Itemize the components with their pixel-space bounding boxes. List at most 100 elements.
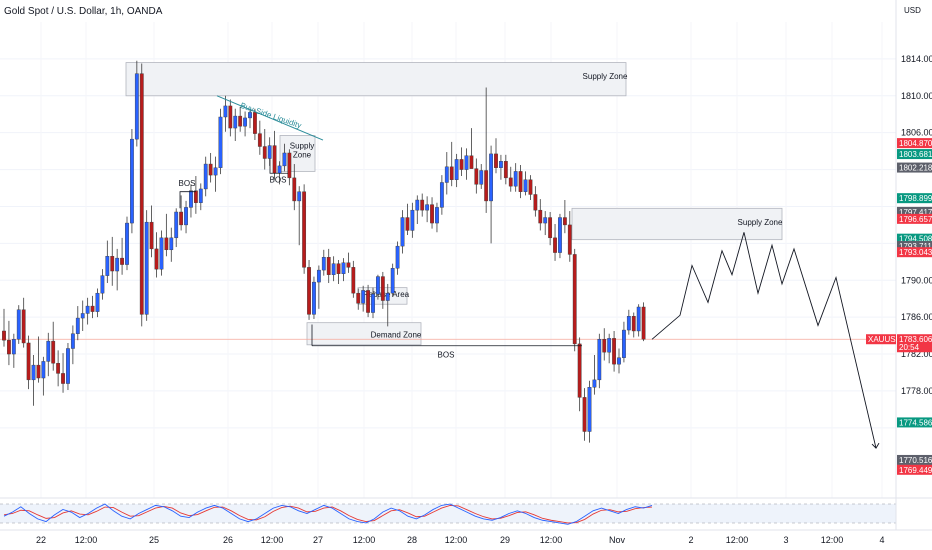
zone-box	[571, 207, 783, 241]
candle-body	[385, 292, 390, 301]
price-badge	[897, 149, 932, 160]
time-tick-label: 4	[879, 535, 884, 545]
time-axis[interactable]: 22 12:00 25 26 12:00 27 12:00 28 12:00 29 12:00 Nov…	[0, 529, 932, 545]
candle-body	[464, 155, 469, 170]
grid	[0, 22, 896, 530]
candle-body	[336, 263, 341, 274]
candle-body	[454, 159, 459, 180]
candle-body	[51, 340, 56, 364]
symbol-label: XAUUSD	[868, 335, 902, 344]
price-badge-label: 1774.586	[899, 418, 932, 427]
price-badge	[897, 241, 932, 252]
candle-body	[2, 330, 6, 341]
candle-body	[459, 159, 464, 170]
candle-body	[223, 105, 228, 118]
time-tick-label: 29	[500, 535, 510, 545]
annotation-label: BOS	[179, 179, 196, 188]
price-axis[interactable]: 1778.000 1782.000 1786.000 1790.000 1806.000…	[866, 0, 932, 530]
price-badge-label: 1803.681	[899, 150, 932, 159]
candle-body	[494, 153, 498, 168]
candle-body	[100, 275, 105, 294]
current-price-label: 1783.606	[899, 335, 932, 344]
time-tick-label: Nov	[609, 535, 626, 545]
price-badge-label: 1802.218	[899, 164, 932, 173]
candle-body	[518, 171, 523, 192]
candle-body	[208, 163, 213, 176]
price-tick-label: 1786.000	[901, 312, 932, 322]
candle-body	[523, 179, 528, 192]
candle-body	[253, 112, 257, 134]
candle-body	[238, 115, 243, 127]
price-badge-label: 1796.657	[899, 215, 932, 224]
candle-body	[533, 194, 538, 211]
time-tick-label: 12:00	[75, 535, 98, 545]
zone-label: Supply Zone	[738, 218, 783, 227]
candles	[2, 60, 646, 443]
annotation-label: BOS	[270, 175, 287, 184]
candle-body	[558, 217, 562, 253]
candle-body	[602, 339, 607, 353]
candle-body	[110, 256, 115, 272]
price-badge	[897, 454, 932, 465]
time-tick-label: 12:00	[445, 535, 468, 545]
candle-body	[469, 155, 474, 169]
candle-body	[134, 73, 139, 140]
projected-path	[651, 232, 877, 449]
candle-body	[371, 293, 375, 313]
candle-body	[125, 222, 129, 265]
bos-line	[179, 191, 196, 209]
candle-body	[139, 73, 144, 315]
time-tick-label: 2	[688, 535, 693, 545]
candle-body	[597, 339, 602, 381]
candle-body	[538, 209, 543, 224]
candle-body	[233, 115, 238, 129]
candle-body	[400, 217, 405, 247]
oscillator-red-line	[3, 504, 653, 524]
candle-body	[312, 281, 316, 315]
candle-body	[626, 316, 631, 331]
candle-body	[218, 116, 223, 168]
candle-body	[16, 309, 21, 340]
candle-body	[61, 373, 65, 384]
price-badge-label: 1804.870	[899, 139, 932, 148]
price-badge-label: 1794.508	[899, 235, 932, 244]
candle-body	[213, 167, 218, 176]
price-badge	[897, 247, 932, 258]
price-tick-label: 1810.000	[901, 91, 932, 101]
currency-label[interactable]: USD	[904, 6, 921, 15]
candle-body	[272, 145, 277, 174]
candle-body	[484, 170, 489, 202]
candle-body	[366, 290, 370, 313]
time-tick-label: 12:00	[821, 535, 844, 545]
time-tick-label: 12:00	[353, 535, 376, 545]
candle-body	[543, 217, 548, 224]
candle-body	[356, 292, 361, 304]
candle-body	[41, 361, 46, 379]
candle-body	[297, 191, 302, 202]
candle-body	[21, 309, 26, 344]
candle-body	[430, 204, 434, 224]
candle-body	[184, 207, 188, 226]
candle-body	[149, 221, 154, 250]
candle-body	[479, 170, 484, 185]
candle-body	[36, 364, 41, 379]
price-tick-label: 1806.000	[901, 128, 932, 138]
price-tick-label: 1814.000	[901, 54, 932, 64]
zone-label: Demand Zone	[371, 330, 422, 339]
candle-body	[395, 245, 400, 269]
time-tick-label: 25	[149, 535, 159, 545]
candle-body	[95, 292, 100, 312]
bos-line	[269, 158, 288, 174]
price-badge-label: 1797.417	[899, 208, 932, 217]
candle-body	[376, 276, 380, 295]
candle-body	[321, 256, 326, 271]
candle-body	[174, 211, 179, 239]
candle-body	[130, 138, 134, 224]
candle-body	[567, 224, 572, 255]
candle-body	[489, 153, 493, 202]
candle-body	[56, 363, 61, 374]
candle-body	[282, 152, 287, 167]
price-badge-label: 1793.043	[899, 248, 932, 257]
candle-body	[548, 217, 553, 239]
